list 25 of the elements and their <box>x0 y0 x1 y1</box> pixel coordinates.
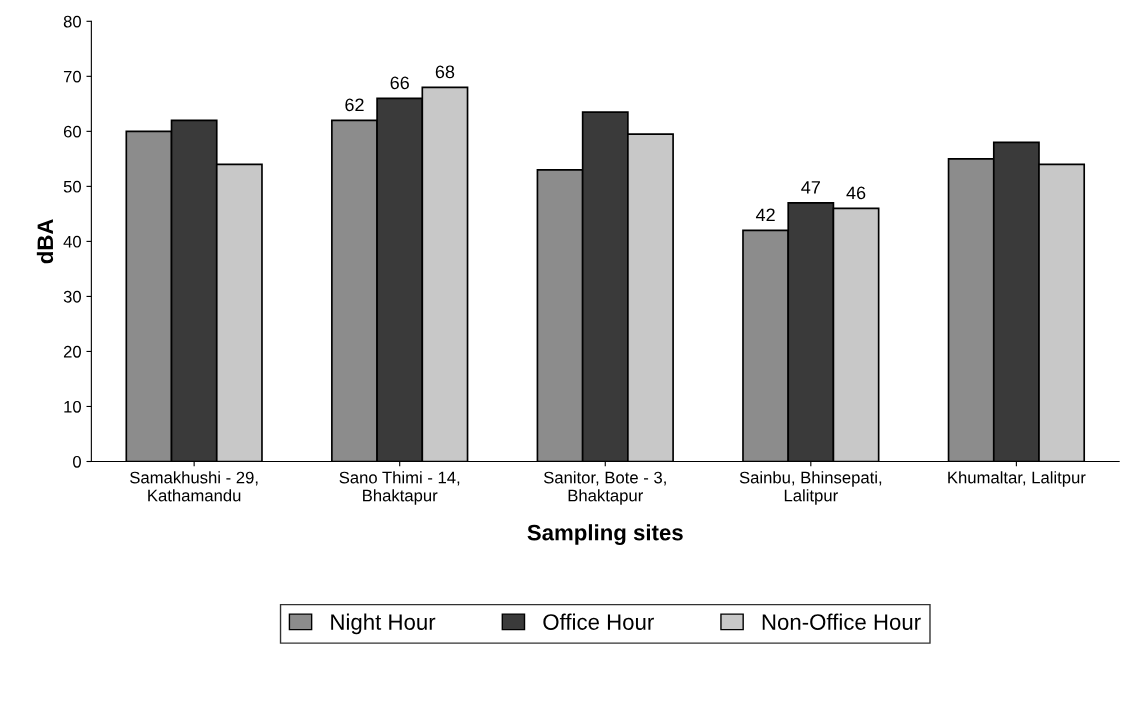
data-label: 47 <box>801 181 820 194</box>
y-tick-label: 10 <box>64 400 81 413</box>
data-label: 46 <box>846 186 866 200</box>
data-label: 66 <box>390 76 409 90</box>
x-tick-label: Samakhushi - 29, Kathamandu <box>130 471 258 502</box>
data-label: 42 <box>755 208 775 222</box>
y-tick-label: 70 <box>63 70 81 83</box>
x-axis-title: Sampling sites <box>527 524 683 545</box>
y-tick-label: 0 <box>73 455 81 468</box>
y-tick-label: 30 <box>63 290 81 303</box>
data-label: 62 <box>345 98 364 112</box>
x-tick-label: Sainbu, Bhinsepati, Lalitpur <box>739 471 882 505</box>
y-tick-label: 50 <box>63 180 81 193</box>
legend-label: Non-Office Hour <box>762 613 921 630</box>
data-label: 68 <box>435 65 455 79</box>
legend-label: Night Hour <box>331 613 436 635</box>
y-tick-label: 60 <box>63 125 81 138</box>
x-tick-label: Sanitor, Bote - 3, Bhaktapur <box>543 471 666 505</box>
y-tick-label: 80 <box>63 15 81 28</box>
legend-label: Office Hour <box>543 613 654 630</box>
x-tick-label: Sano Thimi - 14, Bhaktapur <box>339 471 460 505</box>
y-axis-title: dBA <box>36 219 54 264</box>
y-tick-label: 20 <box>63 345 81 358</box>
y-tick-label: 40 <box>63 235 81 248</box>
x-tick-label: Khumaltar, Lalitpur <box>948 471 1086 487</box>
